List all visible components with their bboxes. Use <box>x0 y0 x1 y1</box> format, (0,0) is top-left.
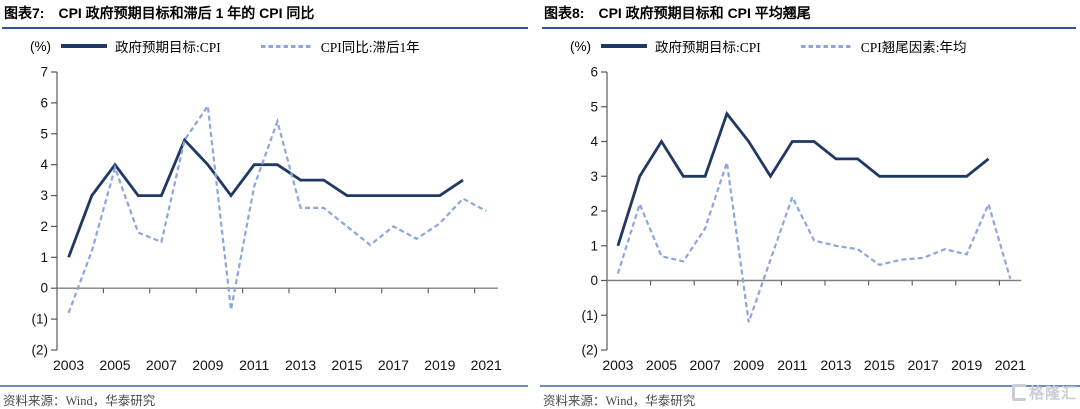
gelonghui-logo-icon <box>1011 384 1026 401</box>
x-tick-label: 2015 <box>331 357 362 373</box>
legend-line-solid-sample <box>601 44 647 48</box>
x-tick-label: 2009 <box>192 357 223 373</box>
legend-line-solid-sample <box>61 44 107 48</box>
figure-label: 图表8: <box>544 5 585 21</box>
y-tick-label: 3 <box>590 169 598 184</box>
gelonghui-watermark: 格隆汇 <box>1011 382 1077 403</box>
x-tick-label: 2021 <box>995 357 1026 373</box>
series-dashed <box>67 102 487 314</box>
footer-divider <box>0 385 528 387</box>
y-tick-label: 5 <box>590 99 598 114</box>
y-tick-label: 5 <box>40 126 48 141</box>
figure-title-text: CPI 政府预期目标和滞后 1 年的 CPI 同比 <box>58 5 315 21</box>
y-tick-label: (1) <box>582 308 599 323</box>
x-tick-label: 2019 <box>951 357 982 373</box>
y-axis: 7 6 5 4 3 2 1 0 (1) (2) <box>32 65 58 358</box>
y-tick-label: 1 <box>590 238 598 253</box>
x-tick-label: 2003 <box>53 357 84 373</box>
x-tick-label: 2011 <box>239 357 269 373</box>
figure-title: 图表7: CPI 政府预期目标和滞后 1 年的 CPI 同比 <box>2 0 528 29</box>
x-tick-label: 2011 <box>777 357 807 373</box>
x-tick-label: 2003 <box>602 357 633 373</box>
y-tick-label: (2) <box>32 343 49 358</box>
y-tick-label: 2 <box>40 219 48 234</box>
chart-legend: (%) 政府预期目标:CPI CPI翘尾因素:年均 <box>570 36 967 56</box>
x-tick-label: 2013 <box>285 357 316 373</box>
x-tick-label: 2005 <box>646 357 677 373</box>
legend-item-target-cpi: 政府预期目标:CPI <box>115 40 221 55</box>
footer-divider <box>540 385 1080 387</box>
y-tick-label: 0 <box>590 273 598 288</box>
data-source-note: 资料来源：Wind，华泰研究 <box>3 394 156 408</box>
y-tick-label: 6 <box>590 65 598 80</box>
line-chart-figure-8: 6 5 4 3 2 1 0 (1) (2)2003 2005 2007 2009 2011 2013 201… <box>582 65 1027 374</box>
y-tick-label: 1 <box>40 250 48 265</box>
gelonghui-watermark-text: 格隆汇 <box>1028 385 1077 402</box>
x-tick-label: 2019 <box>424 357 455 373</box>
figure-7-panel: 图表7: CPI 政府预期目标和滞后 1 年的 CPI 同比 (%) 政府预期目标… <box>0 0 540 408</box>
chart-legend: (%) 政府预期目标:CPI CPI同比:滞后1年 <box>30 36 420 56</box>
x-axis: 2003 2005 2007 2009 2011 2013 2015 2017 2019 2021 <box>602 279 1026 373</box>
y-tick-label: 4 <box>590 134 598 149</box>
x-tick-label: 2013 <box>820 357 851 373</box>
legend-line-dashed-sample <box>260 44 313 48</box>
x-tick-label: 2017 <box>908 357 939 373</box>
figure-label: 图表7: <box>4 5 45 21</box>
x-tick-label: 2021 <box>471 357 502 373</box>
data-source-note: 资料来源：Wind，华泰研究 <box>543 394 696 408</box>
y-tick-label: 2 <box>590 204 598 219</box>
x-tick-label: 2007 <box>146 357 177 373</box>
y-tick-label: 3 <box>40 188 48 203</box>
axis-unit-label: (%) <box>30 38 51 54</box>
y-tick-label: 6 <box>40 95 48 110</box>
legend-line-dashed-sample <box>800 44 853 48</box>
figure-title: 图表8: CPI 政府预期目标和 CPI 平均翘尾 <box>542 0 1076 29</box>
x-tick-label: 2015 <box>864 357 895 373</box>
legend-item-target-cpi: 政府预期目标:CPI <box>655 40 761 55</box>
x-tick-label: 2009 <box>733 357 764 373</box>
y-axis: 6 5 4 3 2 1 0 (1) (2) <box>582 65 608 358</box>
figure-8-panel: 图表8: CPI 政府预期目标和 CPI 平均翘尾 (%) 政府预期目标:CPI … <box>540 0 1080 408</box>
y-tick-label: (1) <box>32 312 49 327</box>
series-target <box>67 137 464 258</box>
figure-title-text: CPI 政府预期目标和 CPI 平均翘尾 <box>598 5 811 21</box>
y-tick-label: 0 <box>40 281 48 296</box>
x-axis: 2003 2005 2007 2009 2011 2013 2015 2017 2019 2021 <box>53 287 502 373</box>
x-tick-label: 2007 <box>690 357 721 373</box>
series-target <box>616 110 990 247</box>
x-tick-label: 2005 <box>99 357 130 373</box>
x-tick-label: 2017 <box>378 357 409 373</box>
axis-unit-label: (%) <box>570 38 591 54</box>
y-tick-label: 7 <box>40 65 48 80</box>
y-tick-label: (2) <box>582 343 599 358</box>
legend-item-cpi-carryover: CPI翘尾因素:年均 <box>860 40 967 55</box>
y-tick-label: 4 <box>40 157 48 172</box>
series-dashed <box>616 162 1012 323</box>
legend-item-cpi-yoy-lagged: CPI同比:滞后1年 <box>320 40 420 55</box>
